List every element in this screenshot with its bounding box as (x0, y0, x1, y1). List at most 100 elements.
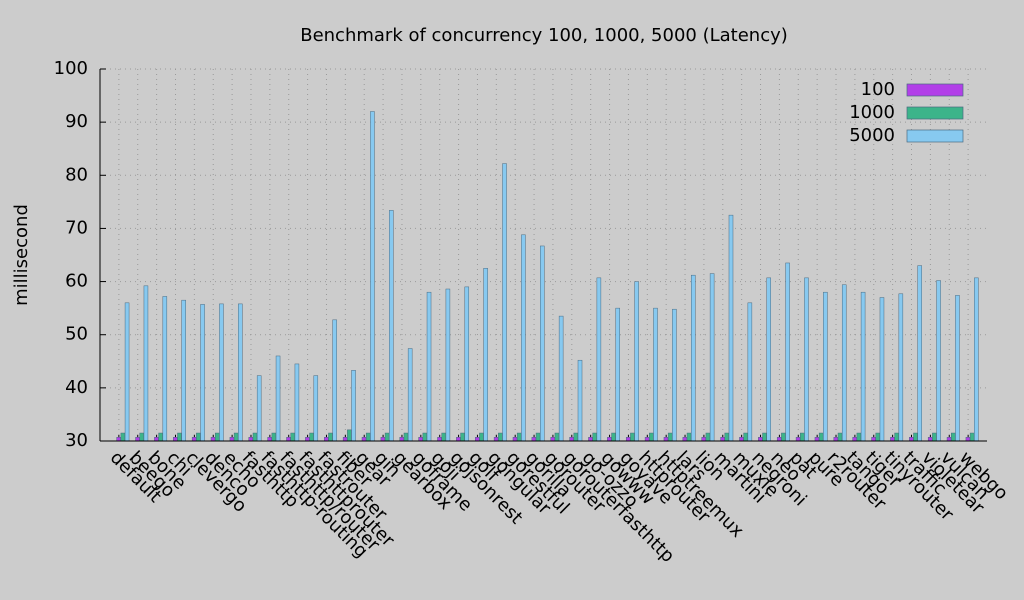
bar (238, 303, 243, 442)
bar (894, 432, 899, 442)
bar (823, 291, 828, 442)
bar (365, 432, 371, 442)
bar (955, 295, 960, 442)
chart-title: Benchmark of concurrency 100, 1000, 5000… (300, 25, 788, 46)
bar (682, 437, 688, 442)
bar (380, 437, 386, 442)
bar (649, 432, 654, 442)
bar (785, 262, 790, 442)
bar (229, 437, 235, 442)
bar (290, 432, 295, 442)
bar (663, 437, 669, 442)
bar (305, 437, 310, 442)
bar (493, 437, 499, 442)
bar (233, 432, 239, 442)
bar (917, 265, 922, 442)
bar (456, 437, 461, 442)
bar (256, 375, 262, 442)
bar (558, 315, 564, 442)
bar (191, 437, 197, 442)
bar (814, 437, 820, 442)
bar (426, 291, 432, 442)
bar (512, 437, 518, 442)
bar (116, 437, 121, 442)
bar (672, 308, 677, 442)
bar (795, 437, 801, 442)
bar (630, 432, 635, 442)
bar (540, 245, 545, 442)
bar (766, 277, 771, 442)
legend-label: 1000 (849, 102, 895, 123)
y-tick-label: 80 (65, 164, 88, 185)
bar (690, 274, 696, 442)
bar (667, 432, 673, 442)
bar (871, 437, 876, 442)
bar (758, 437, 763, 442)
bar (833, 437, 839, 442)
bar (743, 432, 748, 442)
bar (332, 319, 337, 442)
bar (286, 437, 291, 442)
bar (351, 370, 356, 442)
bar (135, 437, 140, 442)
bar (927, 437, 933, 442)
bar (361, 437, 367, 442)
y-tick-label: 50 (65, 324, 88, 345)
bar (139, 432, 144, 442)
bar (252, 432, 258, 442)
bar (739, 437, 744, 442)
bar (577, 359, 583, 442)
bar (154, 437, 159, 442)
bar (498, 432, 503, 442)
bar (177, 432, 182, 442)
legend-swatch (906, 83, 964, 97)
bar (328, 432, 333, 442)
bar (407, 348, 413, 442)
bar (592, 432, 597, 442)
bar (909, 437, 914, 442)
bar (747, 302, 753, 442)
bar (445, 288, 451, 442)
bar (124, 302, 130, 442)
bar (309, 432, 314, 442)
legend-label: 100 (861, 79, 895, 100)
bar (913, 432, 918, 442)
bar (596, 277, 602, 442)
y-tick-label: 100 (54, 58, 88, 79)
bar (271, 432, 277, 442)
bar (200, 304, 205, 442)
bar (615, 307, 621, 442)
bar (120, 432, 126, 442)
bar (860, 291, 866, 442)
bar (588, 437, 593, 442)
bar (173, 437, 178, 442)
bar (837, 432, 843, 442)
bar (936, 280, 941, 442)
bar (573, 432, 579, 442)
bar (852, 437, 857, 442)
bar (709, 273, 715, 442)
bar (818, 432, 824, 442)
bar (781, 432, 786, 442)
bar (516, 432, 522, 442)
bar (418, 437, 423, 442)
bar (248, 437, 254, 442)
bar (951, 432, 956, 442)
bar (210, 437, 216, 442)
bar (181, 299, 186, 442)
y-axis-label: millisecond (11, 204, 32, 306)
bar (347, 429, 352, 442)
bar (550, 437, 555, 442)
bar (946, 437, 952, 442)
bar (313, 375, 319, 442)
y-tick-label: 60 (65, 271, 88, 292)
bar (974, 277, 979, 442)
bar (611, 432, 616, 442)
bar (158, 432, 163, 442)
bar (644, 437, 650, 442)
bar (275, 355, 281, 442)
bar (705, 432, 711, 442)
bar (474, 437, 480, 442)
legend-label: 5000 (849, 125, 895, 146)
bar (841, 284, 847, 442)
